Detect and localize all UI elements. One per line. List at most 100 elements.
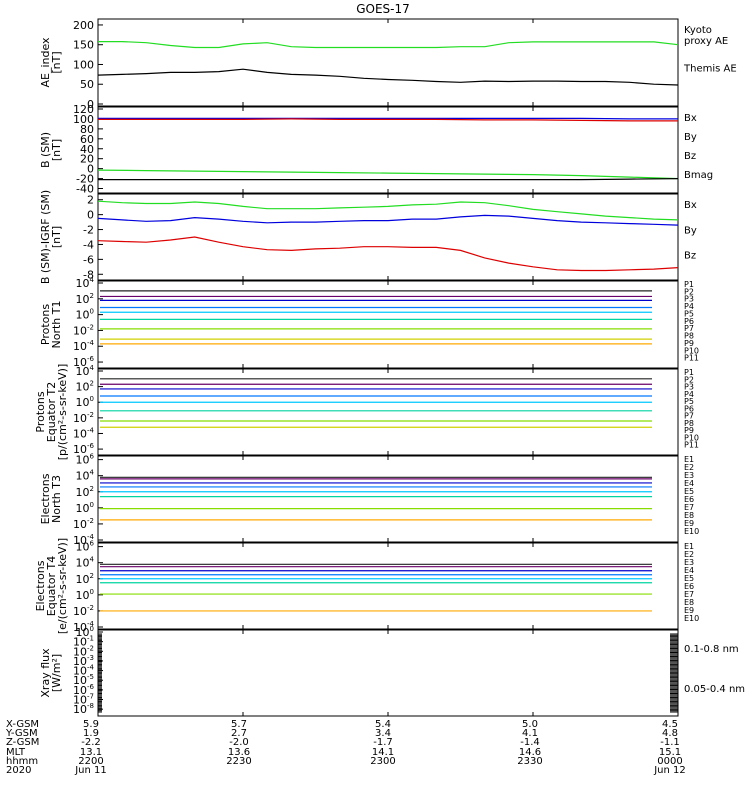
legend-E6: E6 xyxy=(684,582,694,591)
legend-entry: Bz xyxy=(684,251,696,262)
tick-exponent: -4 xyxy=(87,339,95,347)
tick-exponent: 4 xyxy=(90,556,95,564)
legend-entry: By xyxy=(684,225,697,236)
footer-cell: 2.7 xyxy=(231,728,247,739)
y-tick-label: 104 xyxy=(76,364,95,378)
legend-P1: P1 xyxy=(684,368,694,377)
tick-base: 10 xyxy=(73,621,87,634)
legend-line: Themis AE xyxy=(683,64,737,75)
tick-exponent: 6 xyxy=(90,540,95,548)
y-tick-label: -8 xyxy=(83,268,94,281)
legend-entry: Kyoto proxy AE xyxy=(684,25,728,47)
y-tick-label: 0 xyxy=(87,98,94,111)
y-tick-label: 50 xyxy=(80,78,94,91)
y-tick-label: 150 xyxy=(73,39,94,52)
footer-row-label: Z-GSM xyxy=(6,737,39,748)
series-line-red xyxy=(97,236,679,272)
legend-P5: P5 xyxy=(684,309,694,318)
series-line-blue xyxy=(98,117,678,120)
series-line-green xyxy=(97,169,679,180)
ylabel-line: Equator T4 xyxy=(45,556,58,616)
legend-P6: P6 xyxy=(684,317,694,326)
series-line-black xyxy=(97,68,679,86)
ylabel-line: Xray flux xyxy=(39,648,52,698)
y-tick-label: 106 xyxy=(76,453,95,467)
footer-cell: -1.1 xyxy=(660,737,680,748)
y-tick-label: 10-6 xyxy=(73,355,95,369)
ylabel-line: Protons xyxy=(34,391,47,432)
ylabel-line: Electrons xyxy=(39,473,52,524)
legend-P8: P8 xyxy=(684,419,694,428)
legend-E5: E5 xyxy=(684,574,694,583)
y-tick-label: 100 xyxy=(73,113,94,126)
legend-P7: P7 xyxy=(684,412,694,421)
y-tick-label: 10-1 xyxy=(73,635,94,649)
legend-P10: P10 xyxy=(684,433,699,442)
tick-base: 10 xyxy=(73,340,87,353)
y-tick-label: 80 xyxy=(80,123,94,136)
y-tick-label: 0 xyxy=(87,163,94,176)
footer-cell: 5.4 xyxy=(375,719,391,730)
footer-cell: -1.7 xyxy=(373,737,393,748)
legend-E3: E3 xyxy=(684,471,694,480)
xray-frame xyxy=(97,629,679,717)
y-tick-label: -40 xyxy=(76,183,94,196)
tick-base: 10 xyxy=(76,365,90,378)
protons_t1-panel: ProtonsNorth T110410210010-210-410-6P1P2… xyxy=(39,276,699,369)
legend-P4: P4 xyxy=(684,302,694,311)
tick-base: 10 xyxy=(76,454,90,467)
legend-P3: P3 xyxy=(684,295,694,304)
tick-base: 10 xyxy=(73,684,87,697)
ae-panel: AE_index[nT] 200 150 100 50 0 Kyoto proxy AE The… xyxy=(39,18,737,111)
legend-entry: Bx xyxy=(684,113,697,124)
legend-P2: P2 xyxy=(684,287,694,296)
legend-entry: Bx xyxy=(684,200,697,211)
tick-base: 10 xyxy=(73,412,87,425)
footer-cell: 5.9 xyxy=(83,719,99,730)
y-tick-label: 100 xyxy=(76,395,94,409)
tick-exponent: -2 xyxy=(87,323,94,331)
ylabel-line: Equator T2 xyxy=(45,382,58,442)
footer-cell: 14.1 xyxy=(372,747,394,758)
tick-exponent: -2 xyxy=(87,604,94,612)
legend-E7: E7 xyxy=(684,590,694,599)
legend-E8: E8 xyxy=(684,511,694,520)
y-tick-label: 200 xyxy=(73,19,94,32)
tick-exponent: -2 xyxy=(87,411,94,419)
tick-exponent: -4 xyxy=(87,426,95,434)
y-tick-label: 100 xyxy=(76,588,94,602)
tick-base: 10 xyxy=(73,534,87,547)
legend-E3: E3 xyxy=(684,558,694,567)
tick-base: 10 xyxy=(73,665,87,678)
electrons_t4-panel: ElectronsEquator T4[e/(cm²-s-sr-keV)] 106… xyxy=(34,538,699,634)
tick-base: 10 xyxy=(73,427,87,440)
footer-cell: 1.9 xyxy=(83,728,99,739)
footer-cell: 13.6 xyxy=(228,747,250,758)
legend-E9: E9 xyxy=(684,519,694,528)
footer-cell: 3.4 xyxy=(375,728,391,739)
plot-title: GOES-17 xyxy=(356,2,410,16)
tick-base: 10 xyxy=(73,356,87,369)
y-tick-label: 104 xyxy=(76,556,95,570)
bsmigrf-panel: B (SM)-IGRF (SM)[nT] 2 0 -2-4 -6 -8 Bx By Bz xyxy=(39,190,697,284)
tick-base: 10 xyxy=(76,486,90,499)
tick-exponent: 6 xyxy=(90,453,95,461)
y-tick-label: 10-5 xyxy=(73,673,94,687)
tick-base: 10 xyxy=(73,694,87,707)
y-tick-label: -2 xyxy=(83,224,94,237)
tick-base: 10 xyxy=(73,674,87,687)
footer-cell: -2.2 xyxy=(81,737,101,748)
legend-E2: E2 xyxy=(684,463,694,472)
y-tick-label: 10-2 xyxy=(73,644,94,658)
tick-exponent: -2 xyxy=(87,517,94,525)
tick-exponent: 4 xyxy=(90,364,95,372)
y-tick-label: 10-4 xyxy=(73,533,95,547)
electrons_t4-frame xyxy=(97,542,679,630)
xray-panel: Xray flux[W/m²]10010-110-210-310-410-510… xyxy=(39,625,745,717)
tick-exponent: -8 xyxy=(87,702,94,710)
y-tick-label: 10-2 xyxy=(73,411,94,425)
tick-exponent: 2 xyxy=(90,485,94,493)
bsmigrf-ylabel: B (SM)-IGRF (SM)[nT] xyxy=(39,190,63,284)
protons_t2-frame xyxy=(97,368,679,456)
